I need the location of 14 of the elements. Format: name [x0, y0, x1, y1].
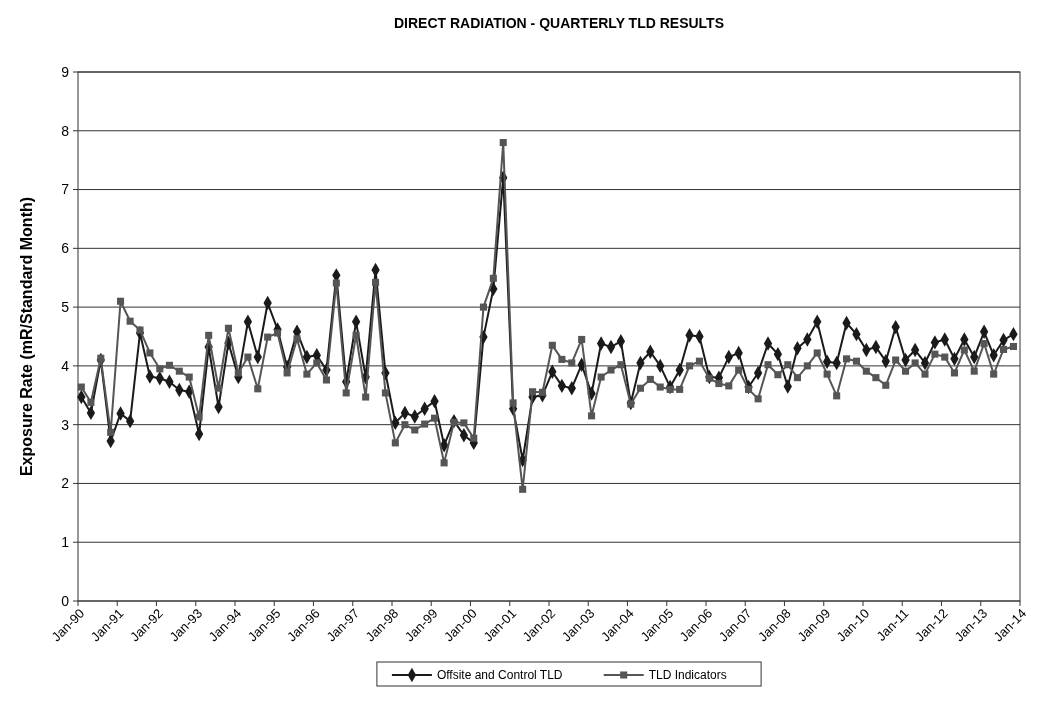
y-tick-label: 4 [61, 357, 70, 374]
y-tick-label: 2 [61, 475, 70, 492]
chart-title: DIRECT RADIATION - QUARTERLY TLD RESULTS [393, 15, 725, 31]
y-tick-label: 5 [61, 299, 70, 316]
y-axis-title: Exposure Rate (mR/Standard Month) [18, 196, 35, 477]
legend-label: Offsite and Control TLD [436, 668, 563, 683]
y-tick-label: 8 [61, 122, 70, 139]
y-tick-label: 7 [61, 181, 70, 198]
y-tick-label: 9 [61, 63, 70, 80]
y-tick-label: 6 [61, 240, 70, 257]
legend-label: TLD Indicators [648, 668, 727, 683]
y-tick-label: 0 [61, 592, 70, 609]
y-tick-label: 3 [61, 416, 70, 433]
y-tick-label: 1 [61, 534, 70, 551]
